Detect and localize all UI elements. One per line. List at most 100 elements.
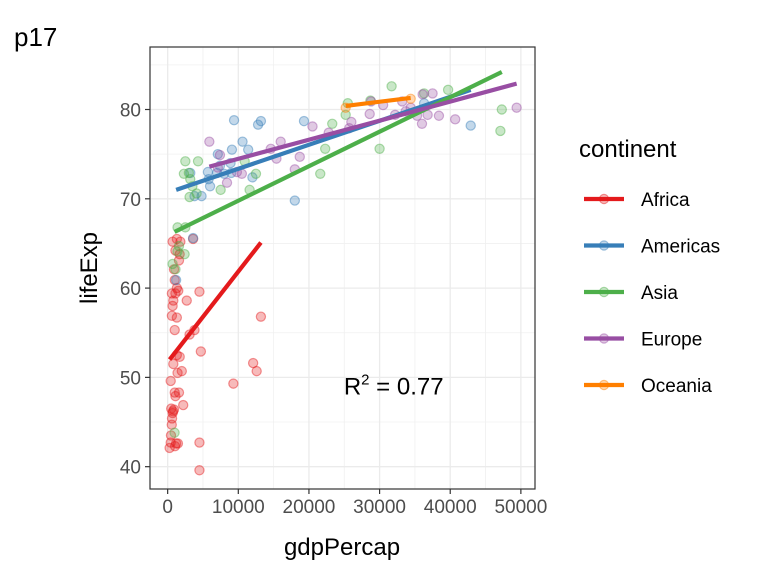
data-point-americas: [187, 232, 199, 244]
x-tick-label: 50000: [494, 497, 547, 518]
regression-lines: [167, 70, 518, 361]
axes: 0 10000 20000 30000 40000 50000 40 50 60 70 80: [120, 101, 547, 518]
legend-key-point: [598, 379, 610, 391]
data-point-asia: [169, 427, 180, 438]
data-point-europe: [511, 102, 522, 113]
data-point-africa: [168, 404, 180, 415]
data-point-europe: [214, 149, 226, 161]
data-point-africa: [173, 285, 184, 296]
legend-label: Asia: [641, 283, 678, 304]
data-point-americas: [255, 115, 267, 127]
legend-item-europe: Europe: [584, 330, 702, 351]
data-point-europe: [221, 177, 233, 188]
data-point-europe: [204, 136, 215, 147]
data-point-americas: [196, 190, 207, 202]
data-point-africa: [247, 357, 259, 369]
y-tick-label: 70: [120, 190, 141, 211]
data-point-americas: [298, 115, 310, 127]
data-point-americas: [228, 115, 240, 126]
data-point-africa: [170, 438, 182, 449]
data-point-americas: [189, 190, 200, 202]
data-point-africa: [228, 378, 239, 389]
data-point-africa: [168, 295, 179, 306]
regression-line-europe: [208, 81, 518, 169]
legend-key-point: [598, 240, 610, 251]
data-point-africa: [174, 248, 185, 260]
legend-key-point: [598, 333, 610, 344]
data-point-africa: [194, 286, 205, 297]
data-point-asia: [250, 168, 262, 179]
data-point-asia: [327, 118, 338, 129]
data-point-americas: [465, 120, 476, 131]
x-tick-label: 10000: [212, 497, 265, 518]
data-point-asia: [319, 143, 331, 154]
data-points: [164, 81, 522, 476]
data-point-africa: [167, 300, 178, 312]
x-tick-label: 0: [162, 497, 173, 518]
data-point-europe: [294, 151, 305, 163]
legend-label: Americas: [641, 237, 720, 258]
data-point-africa: [170, 288, 181, 299]
regression-line-africa: [167, 241, 263, 361]
data-point-africa: [170, 245, 181, 256]
data-point-africa: [167, 406, 179, 417]
data-point-africa: [169, 324, 180, 336]
data-point-europe: [416, 118, 428, 129]
legend-item-africa: Africa: [584, 190, 690, 211]
data-point-asia: [191, 188, 202, 199]
data-point-africa: [178, 399, 189, 411]
y-tick-label: 60: [120, 279, 141, 300]
data-point-americas: [237, 136, 248, 147]
data-point-americas: [252, 119, 264, 130]
regression-line-asia: [173, 70, 503, 234]
data-point-africa: [194, 437, 205, 448]
data-point-europe: [307, 121, 318, 132]
data-point-africa: [167, 407, 178, 419]
data-point-asia: [374, 143, 385, 154]
data-point-africa: [170, 390, 181, 402]
data-point-europe: [433, 110, 445, 121]
data-point-africa: [173, 255, 185, 266]
data-point-americas: [185, 167, 196, 179]
data-point-africa: [166, 288, 178, 299]
y-tick-label: 80: [120, 101, 141, 122]
data-point-asia: [315, 168, 326, 179]
y-axis-label: lifeExp: [76, 232, 103, 304]
data-point-asia: [442, 84, 454, 96]
data-point-africa: [167, 236, 178, 247]
data-point-africa: [165, 375, 176, 387]
legend-label: Africa: [641, 190, 690, 211]
data-point-americas: [204, 181, 216, 192]
legend: continent Africa Americas Asia Europe Oceani…: [579, 136, 720, 397]
data-point-africa: [255, 311, 267, 322]
data-point-africa: [194, 465, 205, 476]
data-point-africa: [171, 233, 183, 245]
data-point-americas: [247, 172, 258, 183]
data-point-asia: [172, 246, 183, 257]
data-point-africa: [174, 351, 185, 363]
data-point-africa: [171, 312, 183, 323]
data-point-africa: [171, 282, 183, 294]
data-point-africa: [166, 419, 177, 430]
legend-key-point: [598, 193, 610, 205]
data-point-africa: [166, 413, 178, 424]
data-point-asia: [496, 104, 507, 115]
data-point-asia: [179, 248, 190, 260]
legend-label: Europe: [641, 330, 702, 351]
data-point-americas: [212, 148, 224, 160]
data-point-africa: [173, 387, 185, 398]
x-tick-label: 40000: [424, 497, 477, 518]
data-point-africa: [176, 365, 187, 377]
data-point-asia: [215, 184, 226, 196]
data-point-asia: [495, 125, 506, 137]
r-squared-annotation: R2 = 0.77: [344, 371, 444, 400]
data-point-africa: [169, 387, 180, 398]
gridlines: [150, 47, 535, 489]
data-point-europe: [427, 88, 438, 99]
data-point-asia: [183, 167, 195, 179]
data-point-americas: [170, 274, 182, 286]
data-point-asia: [180, 156, 191, 167]
data-point-africa: [164, 442, 175, 454]
data-point-africa: [251, 365, 262, 377]
y-tick-label: 40: [120, 458, 141, 479]
